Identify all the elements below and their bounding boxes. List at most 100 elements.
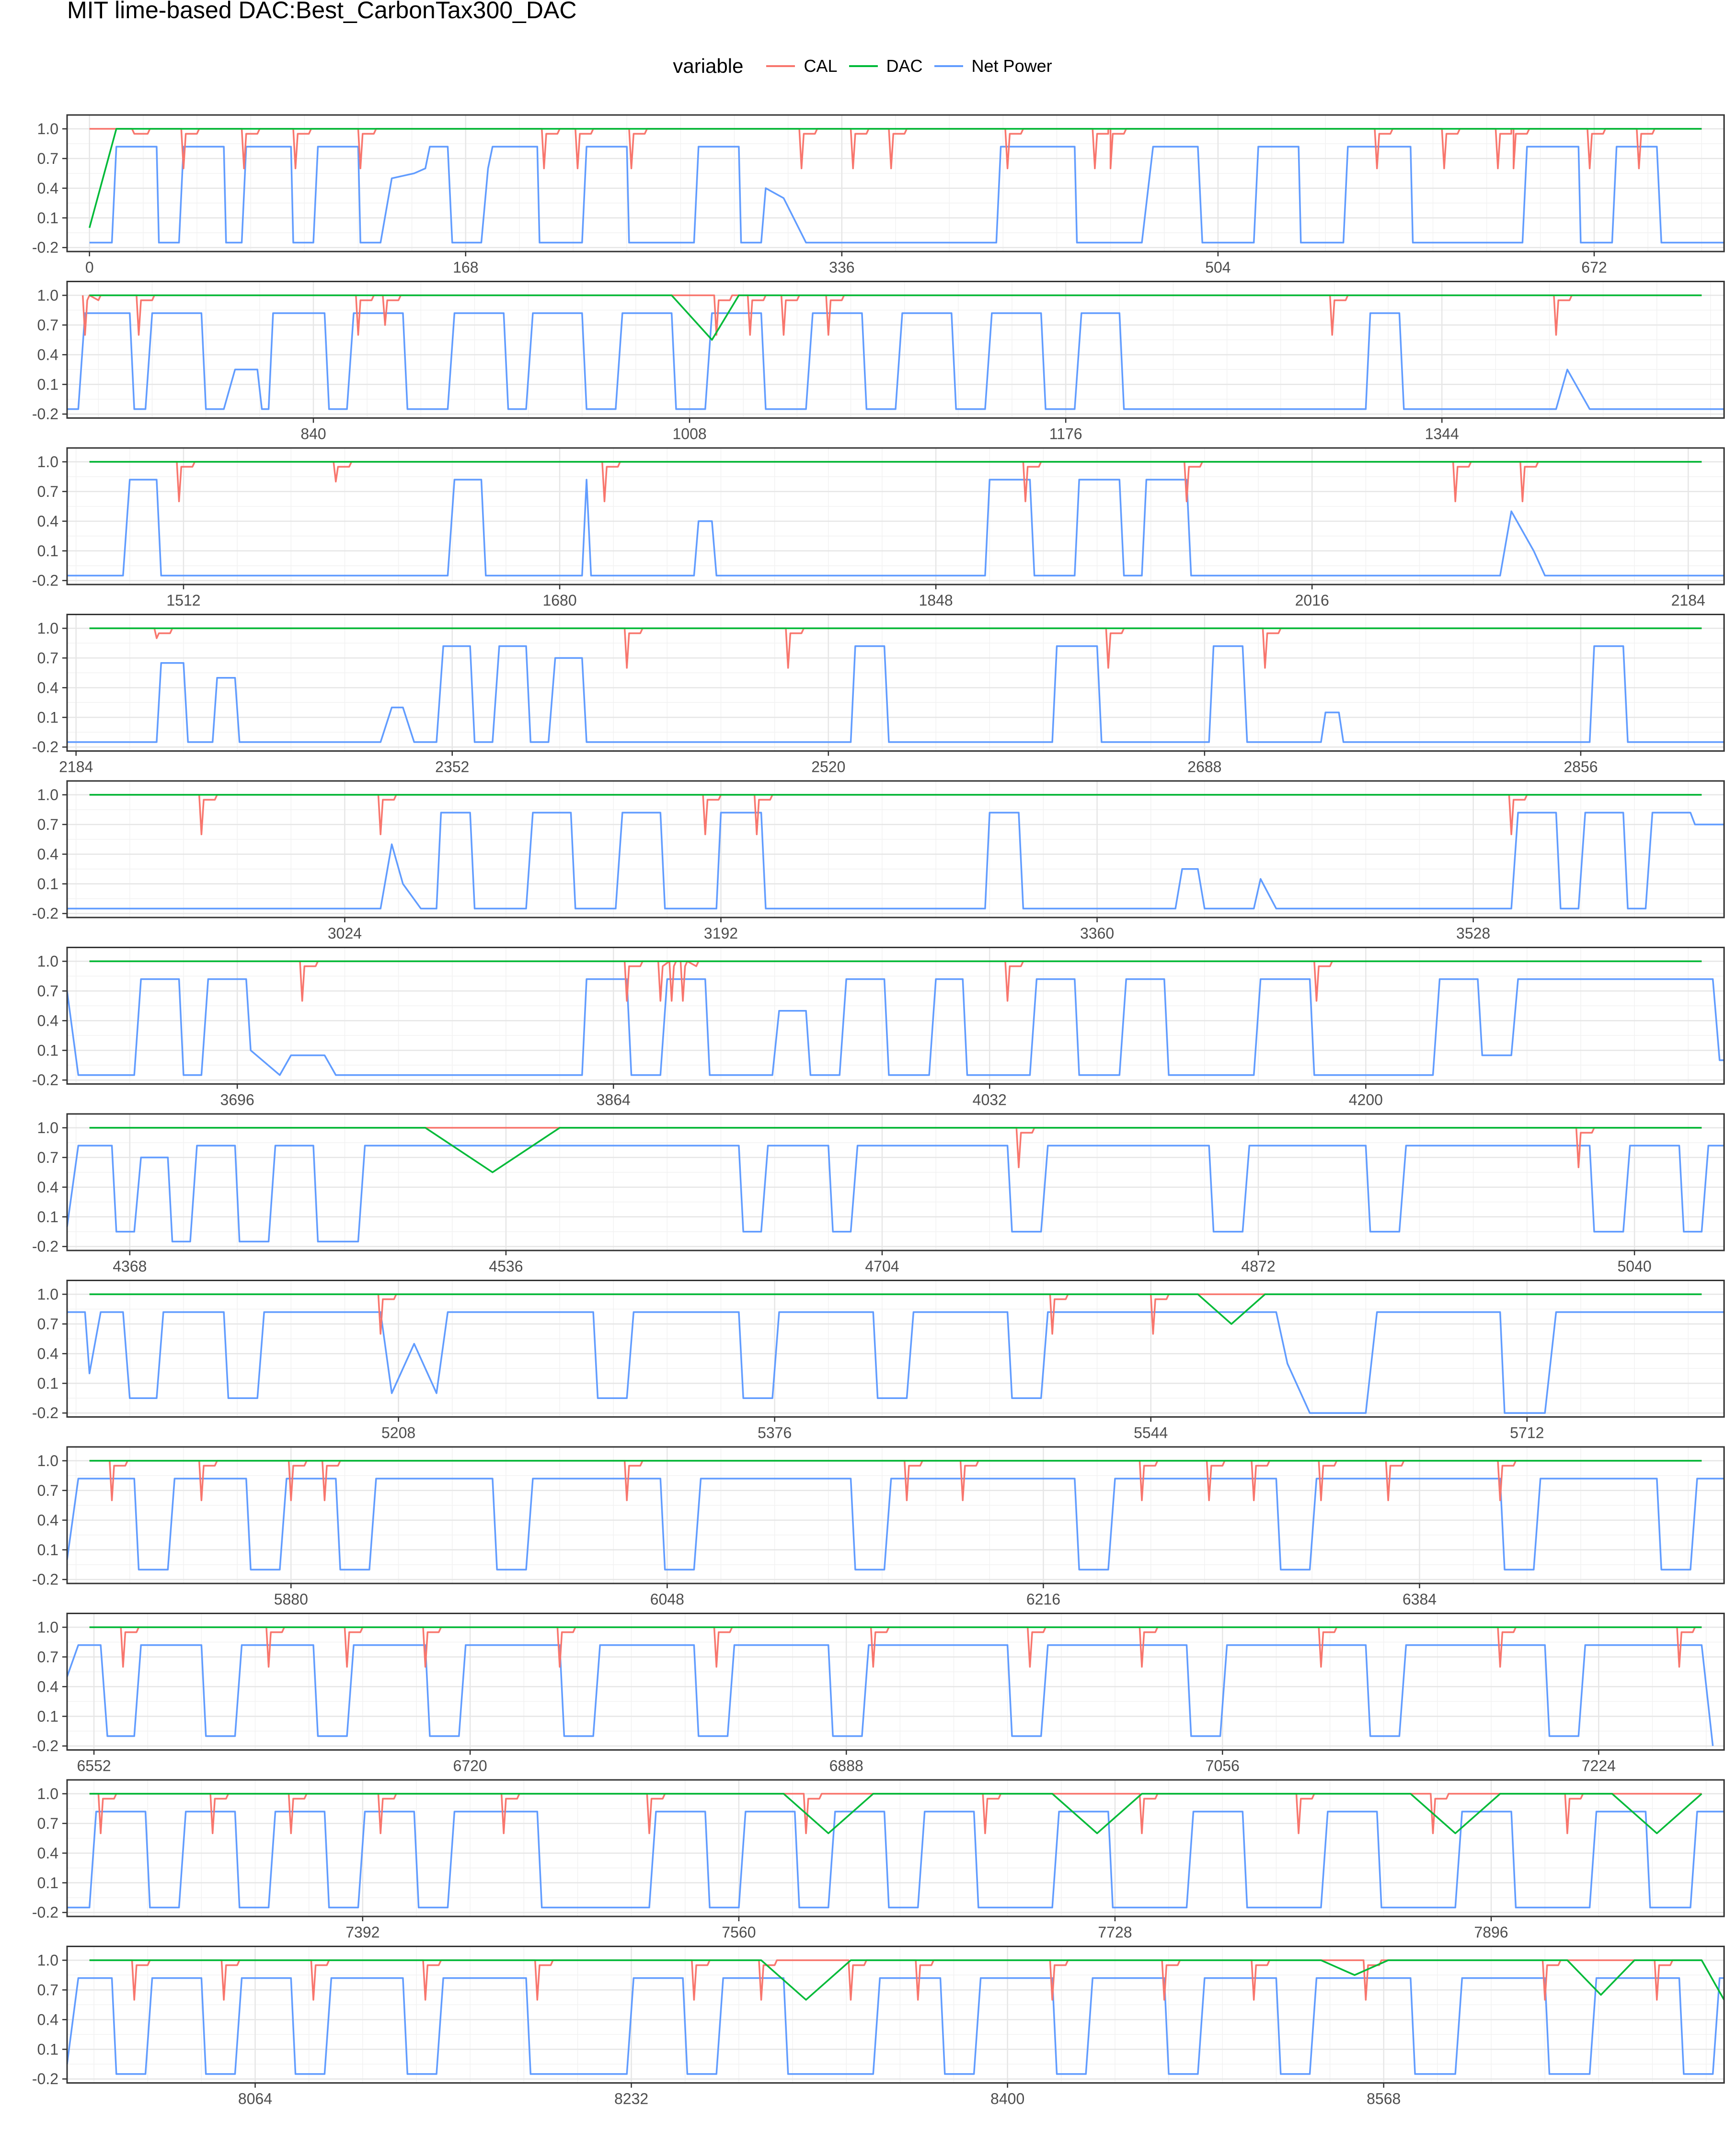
y-tick-label: -0.2 [32,905,58,922]
panel-background [67,448,1724,585]
y-tick-label: 1.0 [37,287,58,304]
y-tick-label: 0.4 [37,1845,58,1862]
legend-item-cal: CAL [766,56,838,76]
series-net-power-line [66,1977,1724,2075]
y-tick-label: 0.4 [37,679,58,696]
y-tick-label: 0.7 [37,1815,58,1832]
y-tick-label: 0.7 [37,483,58,500]
series-net-power-line [89,146,1724,244]
panel-border [66,447,1725,585]
y-tick-label: 0.7 [37,1482,58,1499]
legend-key-dac [849,65,878,67]
panel-background [67,781,1724,917]
panel-background [67,1613,1724,1750]
y-tick-label: 1.0 [37,1618,58,1636]
series-cal-line [89,1959,1702,2001]
x-tick-label: 7224 [1582,1757,1616,1775]
legend-title: variable [673,55,744,77]
y-tick-label: 0.7 [37,150,58,167]
x-tick-label: 5880 [274,1591,308,1608]
y-tick-label: -0.2 [32,1071,58,1089]
x-tick-label: 1008 [672,425,706,443]
x-tick-label: 4200 [1349,1091,1383,1109]
y-tick-label: -0.2 [32,2070,58,2087]
series-cal-line [89,794,1702,836]
legend-label-dac: DAC [886,56,923,76]
series-dac-line [89,1293,1702,1325]
legend-key-cal [766,65,795,67]
x-tick-label: 4032 [973,1091,1007,1109]
series-net-power-line [67,1311,1724,1414]
panel-background [67,1114,1724,1250]
x-tick-label: 6384 [1403,1591,1437,1608]
y-tick-label: 0.1 [37,1042,58,1059]
x-tick-label: 2184 [59,758,93,776]
x-tick-label: 336 [829,259,854,276]
series-net-power-line [67,479,1724,577]
series-net-power-line [67,312,1724,410]
panel-border [66,1779,1725,1917]
panel-border [66,780,1725,918]
x-tick-label: 7728 [1098,1924,1132,1941]
panel-border [66,1113,1725,1251]
y-tick-label: 0.7 [37,816,58,833]
x-tick-label: 840 [300,425,326,443]
y-tick-label: 1.0 [37,1951,58,1969]
panel-border [66,1613,1725,1751]
panel-background [67,281,1724,418]
y-tick-label: 0.1 [37,209,58,227]
series-net-power-line [66,978,1724,1076]
y-tick-label: -0.2 [32,1904,58,1921]
y-tick-label: 0.4 [37,1512,58,1529]
x-tick-label: 3696 [220,1091,254,1109]
panel-background [67,947,1724,1084]
x-tick-label: 2688 [1187,758,1221,776]
x-tick-label: 5208 [381,1424,415,1442]
x-tick-label: 7392 [345,1924,380,1941]
x-tick-label: 0 [85,259,94,276]
series-net-power-line [67,645,1724,743]
y-tick-label: -0.2 [32,1737,58,1755]
x-tick-label: 5712 [1510,1424,1544,1442]
y-tick-label: 0.1 [37,709,58,726]
panel-background [67,1946,1724,2083]
x-tick-label: 1512 [166,592,200,609]
y-tick-label: 0.1 [37,542,58,560]
series-net-power-line [66,1145,1724,1243]
y-tick-label: 0.7 [37,316,58,333]
y-tick-label: 0.7 [37,1648,58,1665]
series-net-power-line [66,1644,1714,1746]
x-tick-label: 6720 [453,1757,487,1775]
y-tick-label: -0.2 [32,738,58,756]
y-tick-label: 0.4 [37,513,58,530]
y-tick-label: 0.4 [37,180,58,197]
series-cal-line [89,1293,1702,1335]
x-tick-label: 8400 [990,2090,1024,2108]
series-net-power-line [67,812,1724,910]
y-tick-label: 0.1 [37,1874,58,1892]
x-tick-label: 1176 [1049,425,1082,443]
y-tick-label: 0.1 [37,1375,58,1392]
y-tick-label: 1.0 [37,1285,58,1303]
y-tick-label: 0.7 [37,982,58,999]
y-tick-label: 0.4 [37,1179,58,1196]
y-tick-label: -0.2 [32,1238,58,1255]
x-tick-label: 7560 [722,1924,756,1941]
y-tick-label: 0.7 [37,649,58,666]
x-tick-label: 1848 [919,592,953,609]
x-tick-label: 8064 [238,2090,272,2108]
y-tick-label: 1.0 [37,453,58,470]
series-cal-line [89,627,1702,669]
y-tick-label: 0.4 [37,1012,58,1029]
panel-border [66,281,1725,419]
y-tick-label: -0.2 [32,1404,58,1422]
x-tick-label: 6888 [829,1757,863,1775]
x-tick-label: 3528 [1456,925,1490,942]
y-tick-label: -0.2 [32,1571,58,1588]
x-tick-label: 2184 [1671,592,1705,609]
y-tick-label: 0.7 [37,1981,58,1998]
panel-border [66,1446,1725,1584]
y-tick-label: 1.0 [37,619,58,637]
y-tick-label: 0.1 [37,1208,58,1226]
